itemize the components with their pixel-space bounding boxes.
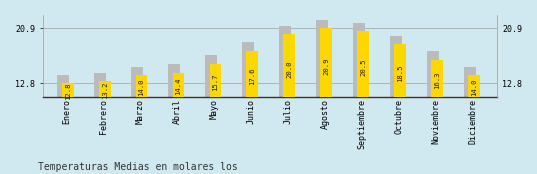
Bar	[99, 81, 111, 171]
Bar	[205, 55, 217, 171]
Text: 14.0: 14.0	[139, 78, 144, 96]
Bar	[279, 26, 291, 171]
Bar	[136, 75, 148, 171]
Text: 14.4: 14.4	[176, 77, 182, 95]
Bar	[431, 60, 443, 171]
Text: 20.0: 20.0	[286, 60, 292, 78]
Bar	[357, 31, 369, 171]
Text: 20.5: 20.5	[360, 58, 366, 76]
Bar	[353, 22, 365, 171]
Bar	[172, 73, 184, 171]
Text: Temperaturas Medias en molares los: Temperaturas Medias en molares los	[38, 162, 237, 172]
Text: 17.6: 17.6	[249, 68, 256, 85]
Text: 13.2: 13.2	[101, 81, 107, 98]
Bar	[316, 20, 328, 171]
Text: 16.3: 16.3	[434, 72, 440, 89]
Bar	[390, 36, 402, 171]
Bar	[209, 64, 221, 171]
Bar	[394, 44, 406, 171]
Bar	[284, 34, 295, 171]
Text: 20.9: 20.9	[323, 57, 329, 75]
Bar	[427, 51, 439, 171]
Bar	[168, 64, 180, 171]
Bar	[246, 51, 258, 171]
Bar	[132, 67, 143, 171]
Bar	[57, 75, 69, 171]
Bar	[464, 67, 476, 171]
Bar	[95, 73, 106, 171]
Bar	[468, 75, 480, 171]
Bar	[62, 84, 74, 171]
Bar	[242, 42, 254, 171]
Text: 15.7: 15.7	[213, 73, 219, 91]
Text: 14.0: 14.0	[471, 78, 477, 96]
Text: 18.5: 18.5	[397, 65, 403, 82]
Text: 12.8: 12.8	[64, 82, 71, 100]
Bar	[321, 28, 332, 171]
